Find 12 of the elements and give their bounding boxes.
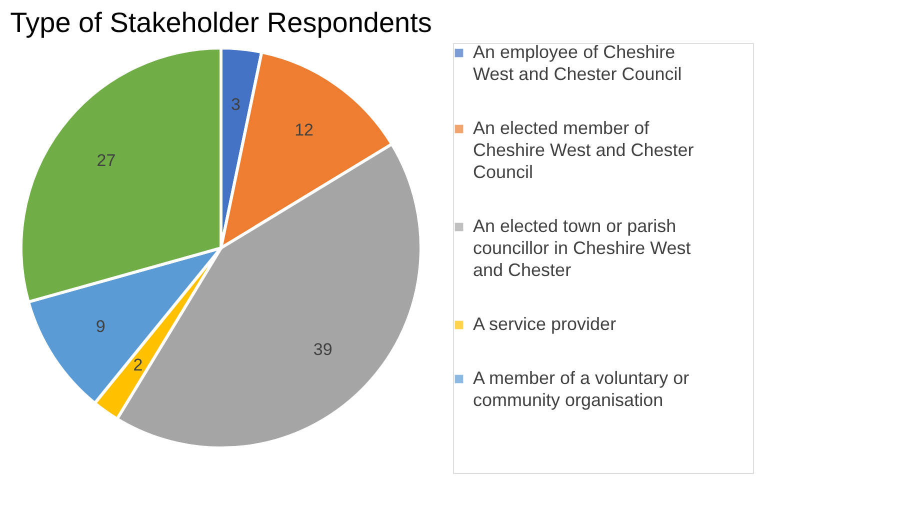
- chart-title: Type of Stakeholder Respondents: [10, 7, 432, 38]
- legend-label: An elected town or parish councillor in Cheshire West and Chester: [473, 216, 691, 280]
- legend-label: A member of a voluntary or community organisation: [473, 368, 690, 410]
- legend-label: A service provider: [473, 314, 616, 334]
- data-label: 27: [96, 150, 116, 170]
- data-label: 12: [294, 120, 314, 140]
- data-label: 2: [133, 356, 143, 375]
- data-label: 3: [230, 94, 240, 114]
- legend-label: An elected member of Cheshire West and Chester Council: [473, 118, 694, 182]
- data-label: 9: [96, 316, 106, 336]
- legend-label: An employee of Cheshire West and Chester Council: [473, 42, 682, 84]
- data-label: 39: [313, 340, 332, 359]
